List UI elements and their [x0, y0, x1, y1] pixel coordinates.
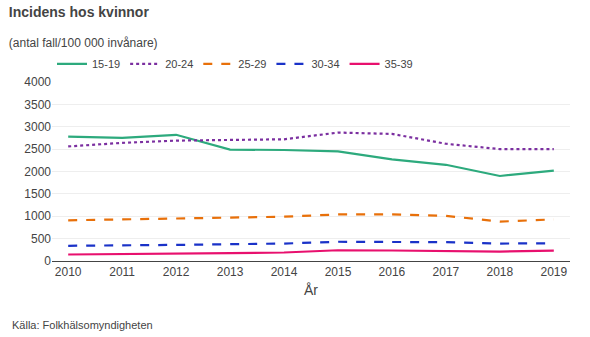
svg-text:500: 500 — [31, 232, 51, 246]
svg-text:2018: 2018 — [486, 265, 513, 279]
svg-text:2014: 2014 — [271, 265, 298, 279]
svg-text:30-34: 30-34 — [311, 58, 339, 70]
svg-text:2011: 2011 — [109, 265, 135, 279]
svg-text:1500: 1500 — [24, 187, 51, 201]
svg-text:2000: 2000 — [24, 165, 51, 179]
svg-text:1000: 1000 — [24, 209, 51, 223]
svg-text:0: 0 — [44, 254, 51, 268]
svg-text:2016: 2016 — [379, 265, 406, 279]
svg-text:2010: 2010 — [55, 265, 82, 279]
svg-text:2015: 2015 — [325, 265, 352, 279]
svg-text:2012: 2012 — [163, 265, 190, 279]
svg-text:4000: 4000 — [24, 75, 51, 89]
svg-text:Källa: Folkhälsomyndigheten: Källa: Folkhälsomyndigheten — [12, 319, 153, 331]
svg-text:15-19: 15-19 — [92, 58, 120, 70]
svg-text:3500: 3500 — [24, 98, 51, 112]
svg-text:År: År — [304, 282, 318, 298]
svg-text:2017: 2017 — [433, 265, 460, 279]
svg-text:25-29: 25-29 — [238, 58, 266, 70]
svg-text:2500: 2500 — [24, 142, 51, 156]
svg-text:20-24: 20-24 — [165, 58, 193, 70]
svg-text:2013: 2013 — [217, 265, 244, 279]
svg-text:35-39: 35-39 — [385, 58, 413, 70]
svg-text:2019: 2019 — [540, 265, 567, 279]
svg-text:3000: 3000 — [24, 120, 51, 134]
svg-text:(antal fall/100 000 invånare): (antal fall/100 000 invånare) — [9, 36, 158, 50]
svg-text:Incidens hos kvinnor: Incidens hos kvinnor — [9, 4, 150, 20]
